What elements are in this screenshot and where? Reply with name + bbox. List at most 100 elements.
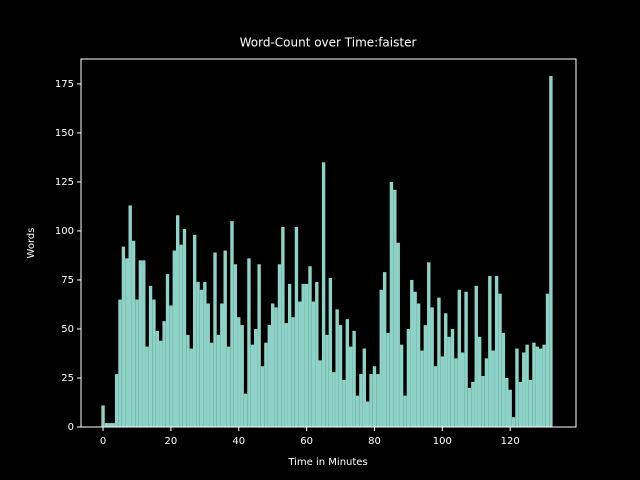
bar <box>189 348 193 427</box>
bar <box>457 289 461 427</box>
bar <box>165 274 170 427</box>
bar <box>203 281 207 427</box>
y-tick-label: 75 <box>61 275 74 286</box>
bar <box>372 366 377 427</box>
bar <box>532 342 536 427</box>
bar <box>369 374 373 427</box>
bar <box>376 374 380 427</box>
bar <box>427 262 431 427</box>
bar <box>308 266 312 427</box>
bar <box>240 325 244 427</box>
bar <box>287 283 292 427</box>
bar <box>454 358 458 427</box>
bar <box>264 342 268 427</box>
bar <box>481 376 485 427</box>
bar <box>145 346 149 427</box>
bar <box>220 303 224 427</box>
bar <box>250 344 255 427</box>
bar <box>155 330 160 427</box>
bar <box>321 162 326 427</box>
bar <box>423 325 428 427</box>
bar <box>460 352 465 427</box>
y-tick-label: 25 <box>61 373 74 384</box>
bar <box>352 330 356 427</box>
bar <box>291 317 295 427</box>
bar <box>345 319 350 427</box>
bar <box>230 221 234 427</box>
bar <box>522 352 526 427</box>
bar <box>399 344 404 427</box>
bar <box>355 395 360 427</box>
bar <box>206 303 210 427</box>
bar <box>494 276 499 427</box>
bar <box>539 348 543 427</box>
bar <box>410 279 414 427</box>
bar <box>142 260 146 427</box>
bar <box>284 323 288 427</box>
bar <box>294 227 299 427</box>
bar <box>138 260 143 427</box>
x-tick-label: 100 <box>433 436 452 447</box>
bar <box>413 291 417 427</box>
bar <box>298 301 302 427</box>
bar <box>491 350 495 427</box>
bar <box>542 344 546 427</box>
bar <box>301 283 305 427</box>
y-axis-label: Words <box>26 228 37 259</box>
bar <box>131 240 136 427</box>
bar <box>281 227 285 427</box>
bar <box>488 276 492 427</box>
y-tick-label: 175 <box>55 79 74 90</box>
bar <box>396 242 400 427</box>
bar <box>328 277 333 427</box>
bar <box>243 393 248 427</box>
bar <box>114 374 119 427</box>
bar <box>111 423 115 427</box>
bar <box>118 299 122 427</box>
bar <box>518 381 523 427</box>
bar <box>338 325 343 427</box>
bar <box>501 332 506 427</box>
bar <box>433 366 438 427</box>
bar <box>108 423 112 427</box>
bar <box>403 395 407 427</box>
bar <box>237 317 241 427</box>
y-tick-label: 125 <box>55 177 74 188</box>
y-tick-label: 100 <box>55 226 74 237</box>
bar <box>406 328 411 427</box>
bar <box>440 356 445 427</box>
bar <box>420 350 424 427</box>
bar <box>172 250 176 427</box>
bar <box>471 381 475 427</box>
bar <box>152 299 156 427</box>
bar <box>196 281 200 427</box>
bar <box>223 250 227 427</box>
bar <box>545 293 550 427</box>
bar <box>444 313 448 427</box>
bar <box>257 264 261 427</box>
axes-frame <box>80 58 577 428</box>
bar <box>247 258 251 427</box>
bar <box>349 346 353 427</box>
bar <box>162 321 166 427</box>
bar <box>335 309 339 427</box>
bar <box>135 299 139 427</box>
bar <box>447 336 451 427</box>
y-tick-label: 50 <box>61 324 74 335</box>
bar <box>267 325 271 427</box>
bar <box>199 289 204 427</box>
x-tick-label: 120 <box>501 436 520 447</box>
bar <box>260 366 265 427</box>
bar <box>311 301 316 427</box>
bar <box>209 342 214 427</box>
bar <box>226 346 231 427</box>
bar <box>528 379 533 427</box>
bar <box>125 258 129 427</box>
bar <box>254 328 258 427</box>
bar <box>216 334 221 427</box>
bar <box>484 358 489 427</box>
bar <box>213 252 217 427</box>
bar <box>450 328 455 427</box>
